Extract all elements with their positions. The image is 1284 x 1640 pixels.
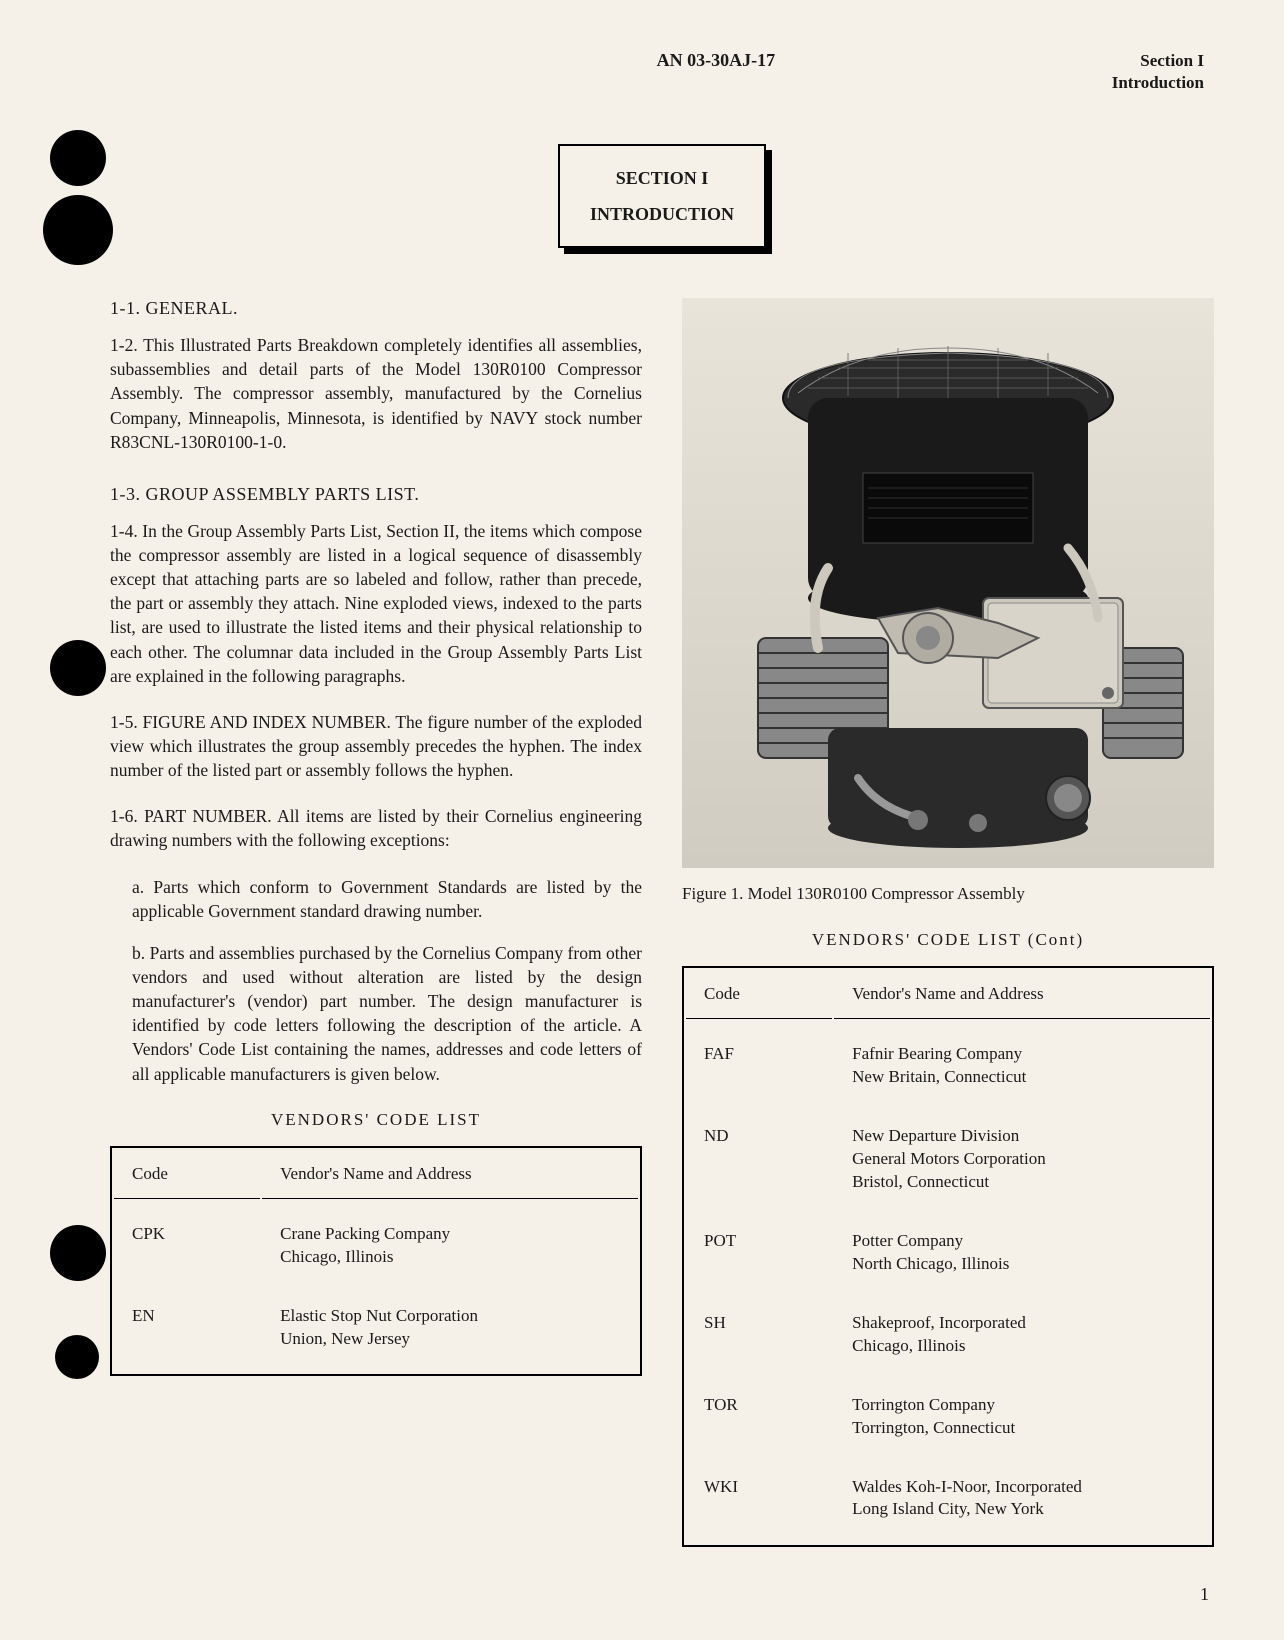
page-number: 1	[1200, 1584, 1209, 1605]
vendor-code: FAF	[686, 1021, 832, 1097]
paragraph-1-6a: a. Parts which conform to Government Sta…	[110, 875, 642, 923]
table-row: FAFFafnir Bearing Company New Britain, C…	[686, 1021, 1210, 1097]
figure-1-caption: Figure 1. Model 130R0100 Compressor Asse…	[682, 884, 1214, 904]
vendor-code: CPK	[114, 1201, 260, 1277]
paragraph-1-2: 1-2. This Illustrated Parts Breakdown co…	[110, 333, 642, 454]
vendor-name: Elastic Stop Nut Corporation Union, New …	[262, 1297, 638, 1373]
table-header-code: Code	[686, 970, 832, 1019]
vendor-name: Waldes Koh-I-Noor, Incorporated Long Isl…	[834, 1468, 1210, 1544]
header-section: Section I Introduction	[1112, 50, 1204, 94]
paragraph-1-5: 1-5. FIGURE AND INDEX NUMBER. The figure…	[110, 710, 642, 782]
page-header: AN 03-30AJ-17 Section I Introduction	[110, 50, 1214, 94]
binder-hole	[50, 130, 106, 186]
vendor-code: POT	[686, 1222, 832, 1284]
compressor-illustration	[682, 298, 1214, 868]
table-header-code: Code	[114, 1150, 260, 1199]
binder-hole	[50, 1225, 106, 1281]
table-row: CPKCrane Packing Company Chicago, Illino…	[114, 1201, 638, 1277]
vendor-name: Fafnir Bearing Company New Britain, Conn…	[834, 1021, 1210, 1097]
heading-1-1: 1-1. GENERAL.	[110, 298, 642, 319]
left-column: 1-1. GENERAL. 1-2. This Illustrated Part…	[110, 298, 642, 1547]
vendor-code: ND	[686, 1117, 832, 1202]
section-number: SECTION I	[616, 168, 709, 188]
paragraph-1-6b: b. Parts and assemblies purchased by the…	[110, 941, 642, 1086]
vendor-table-title-2: VENDORS' CODE LIST (Cont)	[682, 930, 1214, 950]
vendor-name: Potter Company North Chicago, Illinois	[834, 1222, 1210, 1284]
vendor-name: Torrington Company Torrington, Connectic…	[834, 1386, 1210, 1448]
vendor-code: WKI	[686, 1468, 832, 1544]
table-row: ENElastic Stop Nut Corporation Union, Ne…	[114, 1297, 638, 1373]
vendor-table-1-body: CPKCrane Packing Company Chicago, Illino…	[114, 1201, 638, 1373]
paragraph-1-6: 1-6. PART NUMBER. All items are listed b…	[110, 804, 642, 852]
vendor-name: Shakeproof, Incorporated Chicago, Illino…	[834, 1304, 1210, 1366]
binder-hole	[50, 640, 106, 696]
table-row: SHShakeproof, Incorporated Chicago, Illi…	[686, 1304, 1210, 1366]
table-row: TORTorrington Company Torrington, Connec…	[686, 1386, 1210, 1448]
table-header-vendor: Vendor's Name and Address	[262, 1150, 638, 1199]
vendor-code: SH	[686, 1304, 832, 1366]
document-number: AN 03-30AJ-17	[320, 50, 1112, 94]
vendor-code: TOR	[686, 1386, 832, 1448]
vendor-code: EN	[114, 1297, 260, 1373]
vendor-table-2: Code Vendor's Name and Address FAFFafnir…	[682, 966, 1214, 1547]
vendor-table-1: Code Vendor's Name and Address CPKCrane …	[110, 1146, 642, 1377]
table-row: NDNew Departure Division General Motors …	[686, 1117, 1210, 1202]
document-page: AN 03-30AJ-17 Section I Introduction SEC…	[0, 0, 1284, 1640]
binder-hole	[43, 195, 113, 265]
section-name: INTRODUCTION	[590, 204, 734, 224]
paragraph-1-4: 1-4. In the Group Assembly Parts List, S…	[110, 519, 642, 688]
section-title-box: SECTION I INTRODUCTION	[558, 144, 766, 248]
table-row: WKIWaldes Koh-I-Noor, Incorporated Long …	[686, 1468, 1210, 1544]
vendor-name: New Departure Division General Motors Co…	[834, 1117, 1210, 1202]
right-column: Figure 1. Model 130R0100 Compressor Asse…	[682, 298, 1214, 1547]
table-header-vendor: Vendor's Name and Address	[834, 970, 1210, 1019]
two-column-layout: 1-1. GENERAL. 1-2. This Illustrated Part…	[110, 298, 1214, 1547]
subsection-label: Introduction	[1112, 73, 1204, 92]
figure-1-image	[682, 298, 1214, 868]
table-row: POTPotter Company North Chicago, Illinoi…	[686, 1222, 1210, 1284]
heading-1-3: 1-3. GROUP ASSEMBLY PARTS LIST.	[110, 484, 642, 505]
section-title-container: SECTION I INTRODUCTION	[110, 144, 1214, 248]
binder-hole	[55, 1335, 99, 1379]
section-label: Section I	[1140, 51, 1204, 70]
vendor-table-title-1: VENDORS' CODE LIST	[110, 1110, 642, 1130]
vendor-name: Crane Packing Company Chicago, Illinois	[262, 1201, 638, 1277]
vendor-table-2-body: FAFFafnir Bearing Company New Britain, C…	[686, 1021, 1210, 1543]
